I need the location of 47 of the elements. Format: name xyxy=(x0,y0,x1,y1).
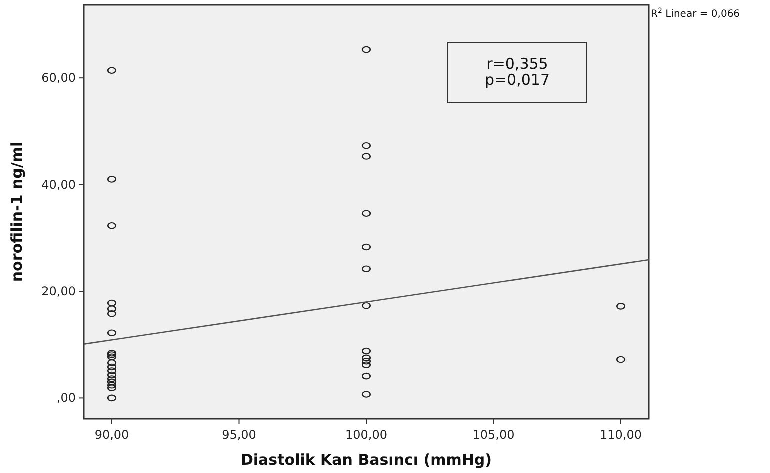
y-tick-label: 20,00 xyxy=(42,284,76,298)
point xyxy=(616,302,626,310)
point xyxy=(362,142,371,150)
y-tick-label: 40,00 xyxy=(42,178,76,192)
point xyxy=(108,360,116,366)
point xyxy=(362,348,371,355)
text: R$^{2}$ Linear = 0,066 xyxy=(651,7,740,20)
point xyxy=(108,382,116,389)
x-axis-title: Diastolik Kan Basıncı (mmHg) xyxy=(240,451,492,469)
x-tick-label: 105,00 xyxy=(472,428,515,442)
y-axis-title: norofilin-1 ng/ml xyxy=(8,142,26,282)
point xyxy=(108,310,116,318)
x-tick-label: 100,00 xyxy=(346,428,388,442)
annotation: r=0,355 p=0,017 xyxy=(484,55,550,89)
point xyxy=(362,358,371,365)
point xyxy=(108,330,116,337)
point xyxy=(362,372,371,380)
point xyxy=(362,362,371,369)
y-tick-label: ,00 xyxy=(56,391,76,406)
point xyxy=(108,378,116,386)
point xyxy=(108,368,116,374)
point xyxy=(362,390,371,398)
x-tick-label: 110,00 xyxy=(600,428,642,442)
point xyxy=(108,350,116,357)
point xyxy=(108,222,116,230)
point xyxy=(108,67,116,74)
point xyxy=(108,394,116,402)
point xyxy=(362,354,371,362)
point xyxy=(108,376,116,382)
point xyxy=(616,356,626,364)
point xyxy=(108,300,116,307)
point xyxy=(108,372,116,379)
point xyxy=(362,153,371,160)
point xyxy=(108,364,116,371)
point xyxy=(108,384,116,392)
point xyxy=(108,306,116,313)
point xyxy=(362,244,371,251)
point xyxy=(108,176,116,183)
y-tick-label: 60,00 xyxy=(42,71,76,86)
point xyxy=(362,210,371,218)
x-tick-label: 90,00 xyxy=(94,428,130,442)
point xyxy=(362,302,371,310)
point xyxy=(108,352,116,358)
point xyxy=(108,354,116,361)
point xyxy=(362,46,371,54)
point xyxy=(362,266,371,273)
x-tick-label: 95,00 xyxy=(222,428,256,442)
